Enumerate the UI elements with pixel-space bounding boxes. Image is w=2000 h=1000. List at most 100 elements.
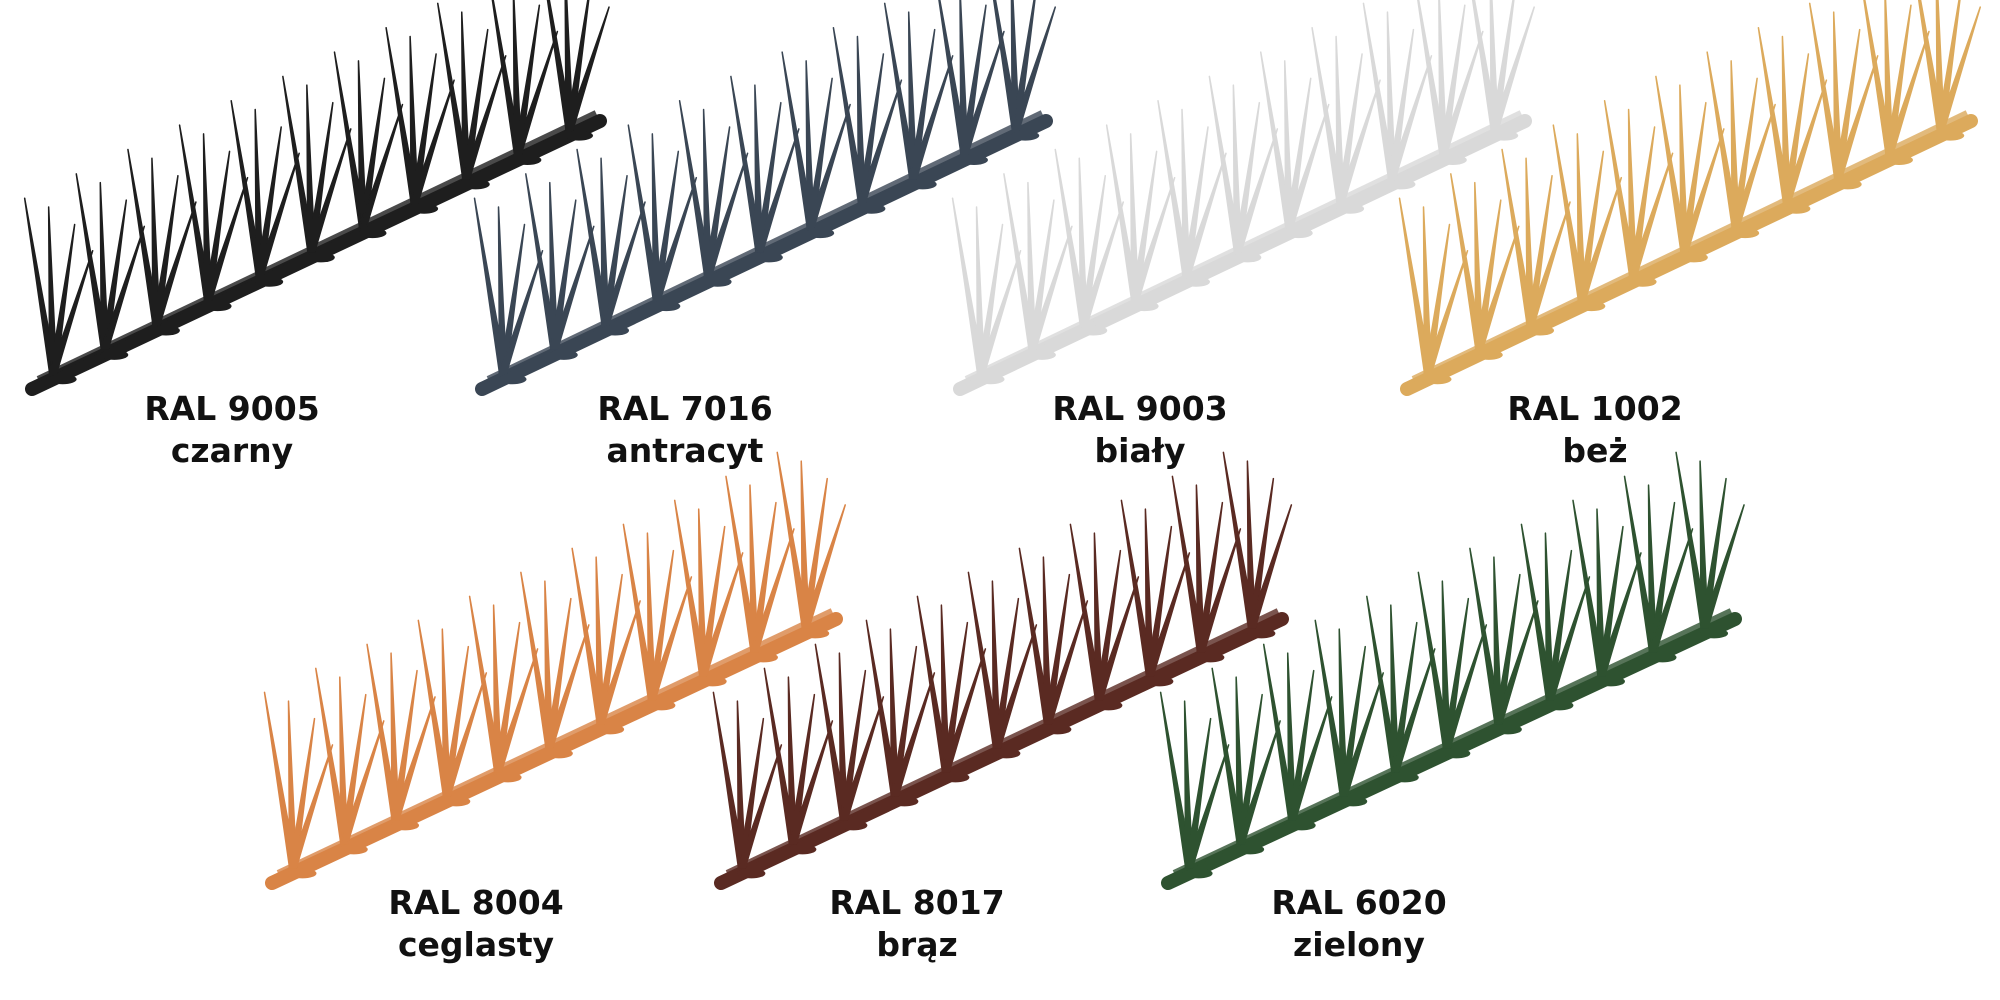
spike <box>1490 6 1535 131</box>
color-code: RAL 9003 <box>1052 389 1227 428</box>
spike <box>1833 55 1879 180</box>
spike <box>565 6 610 131</box>
spike <box>1182 152 1227 277</box>
spike <box>1387 55 1433 180</box>
strip-clip <box>1438 154 1467 165</box>
strip-clip <box>151 325 180 336</box>
spike <box>410 79 455 204</box>
strip-clip <box>339 844 368 855</box>
color-code: RAL 9005 <box>144 389 319 428</box>
spike <box>806 103 851 228</box>
spike <box>1236 720 1281 845</box>
strip-clip <box>1094 700 1123 711</box>
spike <box>493 648 539 773</box>
spike <box>1936 6 1981 131</box>
strip-clip <box>1731 228 1760 239</box>
strip-clip <box>1184 868 1213 879</box>
spike <box>288 744 334 869</box>
strip-clip <box>737 868 766 879</box>
spike <box>1442 624 1488 749</box>
strip-clip <box>1833 179 1862 190</box>
spike <box>1391 648 1436 773</box>
strip-clip <box>1390 772 1419 783</box>
spike <box>255 152 300 277</box>
spike <box>1011 6 1056 131</box>
spike <box>1094 576 1140 701</box>
color-name: brąz <box>876 925 957 964</box>
strip-clip <box>1679 252 1708 263</box>
strip-clip <box>498 374 527 385</box>
strip-clip <box>1387 179 1416 190</box>
strip-clip <box>203 301 232 312</box>
spike <box>1597 552 1642 677</box>
spike <box>1700 504 1745 629</box>
spike <box>461 55 507 180</box>
strip-clip <box>992 748 1021 759</box>
spike <box>307 128 352 253</box>
spike <box>550 225 595 350</box>
spike <box>1043 600 1089 725</box>
spike <box>857 79 903 204</box>
strip-clip <box>652 301 681 312</box>
strip-clip <box>601 325 630 336</box>
spike <box>647 576 693 701</box>
spike-strip <box>263 451 846 890</box>
spike-strip <box>1398 0 1981 396</box>
strip-clip <box>1233 252 1262 263</box>
spike-strip <box>1159 451 1745 890</box>
spike <box>1439 30 1484 155</box>
strip-clip <box>1782 203 1811 214</box>
spike <box>1196 528 1242 653</box>
spike <box>755 128 800 253</box>
strip-clip <box>1936 130 1965 141</box>
strip-clip <box>1423 374 1452 385</box>
strip-clip <box>1474 349 1503 360</box>
strip-clip <box>1648 652 1677 663</box>
strip-clip <box>698 676 727 687</box>
spike <box>48 250 94 375</box>
strip-clip <box>493 772 522 783</box>
strip-clip <box>1628 276 1657 287</box>
spike <box>976 250 1022 375</box>
spike <box>801 504 846 629</box>
spike <box>890 672 936 797</box>
strip-clip <box>391 820 420 831</box>
spike-strip <box>951 0 1535 396</box>
strip-clip <box>1247 628 1276 639</box>
strip-clip <box>1339 796 1368 807</box>
strip-clip <box>1884 154 1913 165</box>
spike <box>788 720 834 845</box>
strip-clip <box>410 203 439 214</box>
spike <box>839 696 885 821</box>
color-code: RAL 8017 <box>829 883 1004 922</box>
spike-strip <box>473 0 1056 396</box>
color-code: RAL 8004 <box>388 883 563 922</box>
strip-clip <box>1130 301 1159 312</box>
strip-clip <box>461 179 490 190</box>
strip-clip <box>1196 652 1225 663</box>
strip-clip <box>908 179 937 190</box>
strip-clip <box>1182 276 1210 287</box>
strip-clip <box>1700 628 1729 639</box>
strip-clip <box>941 772 970 783</box>
spike <box>1079 201 1125 326</box>
strip-clip <box>358 228 387 239</box>
strip-clip <box>442 796 471 807</box>
strip-clip <box>1596 676 1625 687</box>
strip-clip <box>1043 724 1072 735</box>
spike <box>1028 225 1073 350</box>
color-name: biały <box>1095 431 1186 470</box>
strip-clip <box>48 374 77 385</box>
strip-clip <box>959 154 988 165</box>
spike <box>992 624 1038 749</box>
strip-clip <box>1011 130 1040 141</box>
spike <box>340 720 385 845</box>
spike <box>358 103 404 228</box>
strip-clip <box>544 748 573 759</box>
strip-clip <box>1545 700 1574 711</box>
spike <box>203 176 249 301</box>
spike <box>1885 30 1930 155</box>
spike <box>1423 250 1469 375</box>
strip-clip <box>1442 748 1471 759</box>
